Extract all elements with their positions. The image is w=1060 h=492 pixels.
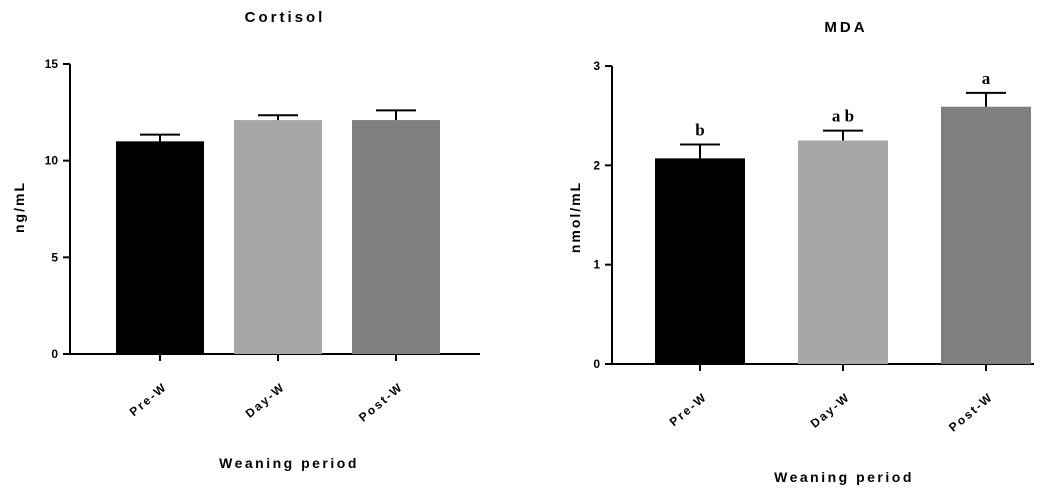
- bar-day-w: [798, 140, 888, 364]
- y-axis-label: ng/mL: [11, 181, 27, 233]
- x-axis-label: Weaning period: [774, 469, 914, 485]
- x-tick-label: Post-W: [356, 380, 406, 425]
- y-tick-label: 0: [593, 357, 600, 371]
- chart-panel-2: MDA nmol/mL Weaning period 0 1 2 3 b Pre-W a b Day…: [567, 19, 1034, 485]
- significance-letter: a b: [832, 107, 854, 126]
- y-axis-label: nmol/mL: [567, 181, 583, 253]
- bar-post-w: [941, 106, 1031, 364]
- bar-pre-w: [116, 141, 204, 354]
- y-tick-label: 3: [593, 59, 600, 73]
- significance-letter: b: [695, 120, 704, 139]
- y-tick-label: 15: [45, 57, 59, 71]
- x-axis-label: Weaning period: [219, 455, 359, 471]
- bar-day-w: [234, 120, 322, 354]
- x-tick-label: Day-W: [243, 380, 288, 421]
- x-tick-label: Pre-W: [127, 380, 170, 419]
- y-tick-label: 5: [51, 250, 58, 264]
- x-tick-label: Day-W: [808, 390, 853, 431]
- significance-letter: a: [982, 69, 991, 88]
- y-tick-label: 2: [593, 158, 600, 172]
- y-tick-label: 10: [45, 154, 59, 168]
- x-tick-label: Pre-W: [667, 390, 710, 429]
- y-tick-label: 0: [51, 347, 58, 361]
- x-tick-label: Post-W: [946, 390, 996, 435]
- y-tick-label: 1: [593, 258, 600, 272]
- chart-title: Cortisol: [245, 9, 326, 26]
- bar-pre-w: [655, 158, 745, 364]
- chart-title: MDA: [824, 19, 867, 36]
- chart-panel-1: Cortisol ng/mL Weaning period 0 5 10 15 Pre-W Da…: [11, 9, 480, 471]
- bar-post-w: [352, 120, 440, 354]
